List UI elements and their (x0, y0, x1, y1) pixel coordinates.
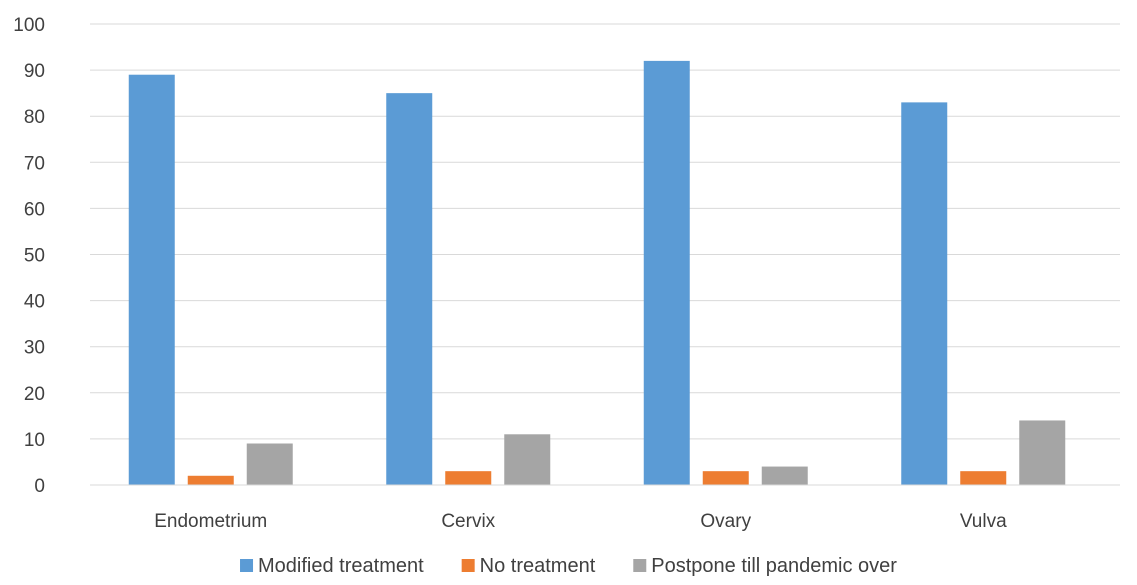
y-tick-label: 70 (24, 153, 45, 174)
bar-endometrium-series-0 (128, 74, 175, 486)
y-tick-label: 20 (24, 384, 45, 405)
category-label: Cervix (441, 511, 495, 532)
legend-label: Postpone till pandemic over (651, 555, 897, 577)
y-axis-tick-labels: 0 10 20 30 40 50 60 70 80 90 100 (13, 15, 45, 497)
legend-item: No treatment (461, 555, 596, 577)
bar-ovary-series-0 (643, 60, 690, 485)
bar-endometrium-series-1 (187, 475, 234, 485)
bar-ovary-series-1 (702, 471, 749, 485)
y-tick-label: 50 (24, 246, 45, 267)
legend-swatch (461, 559, 475, 572)
legend-item: Modified treatment (240, 555, 424, 577)
y-tick-label: 60 (24, 199, 45, 220)
y-tick-label: 40 (24, 292, 45, 313)
legend-label: Modified treatment (258, 555, 424, 577)
legend-swatch (240, 559, 254, 572)
y-tick-label: 100 (13, 15, 45, 36)
bar-endometrium-series-2 (246, 443, 293, 485)
y-tick-label: 0 (34, 476, 45, 497)
bar-cervix-series-2 (504, 434, 551, 485)
category-label: Endometrium (154, 511, 267, 532)
y-tick-label: 10 (24, 430, 45, 451)
legend-label: No treatment (480, 555, 596, 577)
bar-cervix-series-1 (445, 471, 492, 485)
category-labels: Endometrium Cervix Ovary Vulva (154, 511, 1007, 532)
legend-item: Postpone till pandemic over (633, 555, 897, 577)
bar-ovary-series-2 (761, 466, 808, 485)
y-tick-label: 90 (24, 61, 45, 82)
gridlines (90, 23, 1120, 440)
bar-vulva-series-0 (901, 102, 948, 486)
legend: Modified treatment No treatment Postpone t… (240, 555, 897, 577)
legend-swatch (633, 559, 647, 572)
bar-vulva-series-1 (960, 471, 1007, 485)
category-label: Vulva (960, 511, 1007, 532)
bar-cervix-series-0 (386, 93, 433, 486)
category-label: Ovary (700, 511, 751, 532)
y-tick-label: 30 (24, 338, 45, 359)
bar-vulva-series-2 (1019, 420, 1066, 485)
bars (128, 60, 1066, 486)
y-tick-label: 80 (24, 107, 45, 128)
